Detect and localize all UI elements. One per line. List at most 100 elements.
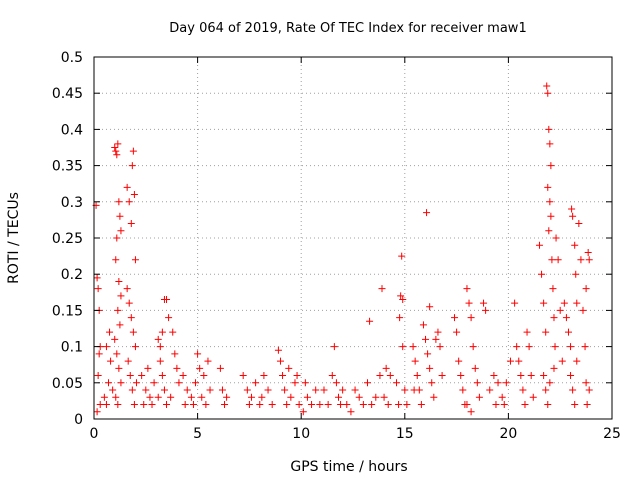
data-point (471, 364, 479, 372)
data-point (577, 256, 585, 264)
data-point (256, 401, 264, 409)
data-point (417, 401, 425, 409)
data-point (403, 401, 411, 409)
data-point (351, 386, 359, 394)
data-point (132, 379, 140, 387)
data-point (283, 401, 291, 409)
y-axis-label: ROTI / TECUs (6, 192, 22, 284)
data-point (584, 248, 592, 256)
data-point (138, 372, 146, 380)
data-point (506, 357, 514, 365)
data-point (480, 299, 488, 307)
data-point (424, 350, 432, 358)
data-point (109, 386, 117, 394)
data-point (264, 386, 272, 394)
data-point (116, 212, 124, 220)
data-point (169, 328, 177, 336)
data-point (115, 277, 123, 285)
data-point (223, 393, 231, 401)
data-point (515, 357, 523, 365)
data-point (308, 401, 316, 409)
data-point (451, 314, 459, 322)
data-point (459, 386, 467, 394)
data-point (150, 379, 158, 387)
data-point (113, 234, 121, 242)
data-point (525, 343, 533, 351)
data-point (123, 285, 131, 293)
data-point (467, 314, 475, 322)
data-point (295, 401, 303, 409)
x-tick-label: 25 (603, 426, 621, 442)
data-point (395, 401, 403, 409)
data-point (453, 328, 461, 336)
data-point (546, 379, 554, 387)
data-point (475, 393, 483, 401)
data-point (181, 401, 189, 409)
data-point (102, 401, 110, 409)
data-point (548, 256, 556, 264)
data-point (434, 328, 442, 336)
data-point (571, 241, 579, 249)
data-point (196, 364, 204, 372)
x-axis-label: GPS time / hours (290, 459, 407, 475)
data-point (430, 393, 438, 401)
data-point (129, 147, 137, 155)
data-point (376, 372, 384, 380)
data-point (156, 343, 164, 351)
data-point (94, 372, 102, 380)
data-point (343, 401, 351, 409)
data-point (128, 162, 136, 170)
data-point (194, 350, 202, 358)
data-point (386, 372, 394, 380)
grid-lines (94, 57, 612, 419)
data-point (130, 401, 138, 409)
data-point (585, 386, 593, 394)
data-point (372, 393, 380, 401)
data-point (494, 379, 502, 387)
data-point (438, 372, 446, 380)
data-point (579, 306, 587, 314)
data-point (544, 401, 552, 409)
data-point (397, 292, 405, 300)
data-point (546, 198, 554, 206)
data-point (399, 296, 407, 304)
data-point (585, 256, 593, 264)
data-point (127, 314, 135, 322)
data-point (519, 386, 527, 394)
data-point (511, 299, 519, 307)
data-point (571, 401, 579, 409)
data-point (540, 372, 548, 380)
chart-title: Day 064 of 2019, Rate Of TEC Index for r… (169, 21, 526, 36)
data-point (245, 401, 253, 409)
data-point (492, 401, 500, 409)
data-point (432, 335, 440, 343)
data-point (260, 372, 268, 380)
data-point (347, 408, 355, 416)
data-point (378, 285, 386, 293)
data-point (106, 328, 114, 336)
data-point (545, 125, 553, 133)
data-point (409, 343, 417, 351)
data-point (127, 220, 135, 228)
data-point (573, 299, 581, 307)
y-tick-label: 0.5 (61, 50, 83, 66)
data-point (498, 393, 506, 401)
y-tick-label: 0.35 (52, 159, 83, 175)
data-point (144, 364, 152, 372)
data-point (243, 386, 251, 394)
data-point (156, 357, 164, 365)
data-point (115, 198, 123, 206)
data-point (96, 401, 104, 409)
x-tick-label: 10 (292, 426, 310, 442)
data-point (581, 343, 589, 351)
data-point (436, 343, 444, 351)
data-point (258, 393, 266, 401)
data-point (567, 343, 575, 351)
data-point (131, 256, 139, 264)
data-point (552, 234, 560, 242)
data-point (301, 379, 309, 387)
data-point (131, 343, 139, 351)
data-point (114, 306, 122, 314)
data-point (291, 379, 299, 387)
y-tick-label: 0.4 (61, 122, 83, 138)
